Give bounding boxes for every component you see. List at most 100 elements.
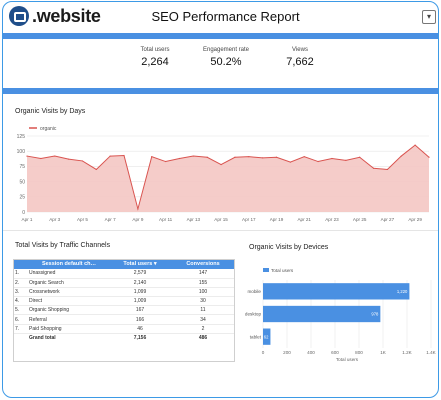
data-point [40,157,42,160]
x-tick-label: Apr 9 [132,217,143,222]
data-point [289,161,291,163]
kpi-label: Engagement rate [202,47,250,53]
total-conversions: 486 [198,335,208,342]
row-users: 166 [109,314,171,325]
table-header-users[interactable]: Total users ▾ [109,259,171,269]
row-conversions: 11 [171,305,235,316]
devices-bar-chart: Total users 0 200 400 600 800 1K 1.2K 1.4K Total … [245,268,437,362]
x-axis-label: Total users [336,357,359,362]
row-conversions: 34 [171,314,235,325]
report-title: SEO Performance Report [151,9,300,24]
organic-visits-chart: organic 0 25 50 75 100 125 Apr 1 Apr 3 Apr 5 Apr 7… [17,126,430,222]
bar-tablet [263,328,271,345]
data-point [137,208,139,210]
row-users: 46 [109,324,171,334]
bar-mobile [263,283,410,300]
traffic-channels-title: Total Visits by Traffic Channels [15,242,111,249]
data-point [165,160,167,163]
row-index: 2. [13,278,27,288]
chevron-down-icon[interactable]: ▾ [422,10,436,24]
data-point [275,156,278,158]
x-tick-label: 1.4K [426,350,436,355]
data-point [95,168,97,171]
row-channel: Organic Search [27,278,109,288]
data-point [234,156,236,158]
x-tick-label: 400 [307,350,315,355]
data-point [178,157,181,160]
top-accent-bar [3,33,438,39]
y-tick-label: 125 [17,134,26,140]
x-tick-label: Apr 3 [49,217,60,222]
row-channel: Unassigned [27,269,109,279]
row-channel: Organic Shopping [27,305,109,316]
x-tick-label: Apr 11 [159,217,173,222]
data-point [109,155,111,157]
x-tick-label: 200 [283,350,291,355]
legend-label: Total users [271,268,294,273]
row-users: 2,140 [109,278,171,288]
row-channel: Crossnetwork [27,287,109,298]
kpi-value: 2,264 [141,56,169,68]
data-point [248,156,250,158]
y-tick-label: 0 [22,210,25,216]
row-conversions: 147 [171,269,235,279]
table-row: 3. Crossnetwork 1,099 100 [13,287,235,298]
bar-value-label: 978 [371,312,379,317]
kpi-views: Views 7,662 [260,47,340,68]
row-index: 5. [13,305,27,316]
row-users: 2,579 [109,269,171,279]
x-tick-label: Apr 15 [214,217,228,222]
section-divider [3,230,438,231]
monitor-icon [9,6,29,26]
y-tick-label: tablet [250,334,262,339]
x-tick-label: Apr 27 [381,217,395,222]
table-total-row: Grand total 7,156 486 [13,333,235,342]
data-point [331,157,333,160]
row-index: 6. [13,314,27,325]
x-tick-label: Apr 21 [297,217,311,222]
table-row: 6. Referral 166 34 [13,314,235,325]
row-users: 1,099 [109,287,171,298]
kpi-value: 50.2% [210,56,242,68]
table-row: 2. Organic Search 2,140 155 [13,278,235,288]
data-point [317,160,319,163]
x-tick-label: 1K [380,350,387,355]
row-index: 3. [13,287,27,298]
data-point [220,163,222,166]
area-fill [27,145,429,212]
table-header-conversions[interactable]: Conversions [171,259,235,269]
table-header-channel[interactable]: Session default ch… [27,259,109,269]
total-label: Grand total [29,335,56,342]
x-tick-label: Apr 29 [408,217,422,222]
row-conversions: 100 [171,287,235,298]
data-point [303,156,305,158]
row-users: 1,009 [109,296,171,307]
data-point [81,160,84,162]
data-point [386,168,389,171]
y-tick-label: mobile [247,289,261,294]
table-row: 4. Direct 1,009 30 [13,296,235,307]
kpi-value: 7,662 [286,56,314,68]
x-tick-label: 0 [262,350,265,355]
row-channel: Referral [27,314,109,325]
table-header-row: Session default ch… Total users ▾ Conver… [13,259,235,269]
kpi-label: Total users [140,47,170,53]
x-tick-label: Apr 17 [242,217,256,222]
bar-desktop [263,305,381,323]
devices-title: Organic Visits by Devices [249,244,329,251]
row-index: 7. [13,324,27,334]
table-row: 5. Organic Shopping 167 11 [13,305,235,316]
y-tick-label: desktop [245,312,262,317]
x-tick-label: Apr 7 [105,217,116,222]
logo-text: .website [32,5,101,26]
logo: .website [9,5,101,27]
x-tick-label: Apr 25 [353,217,367,222]
row-channel: Direct [27,296,109,307]
row-users: 167 [109,305,171,316]
section-accent-bar [3,88,438,94]
data-point [54,155,56,157]
x-tick-label: Apr 13 [187,217,201,222]
report-header: .website SEO Performance Report ▾ [3,2,438,32]
data-point [359,156,361,158]
